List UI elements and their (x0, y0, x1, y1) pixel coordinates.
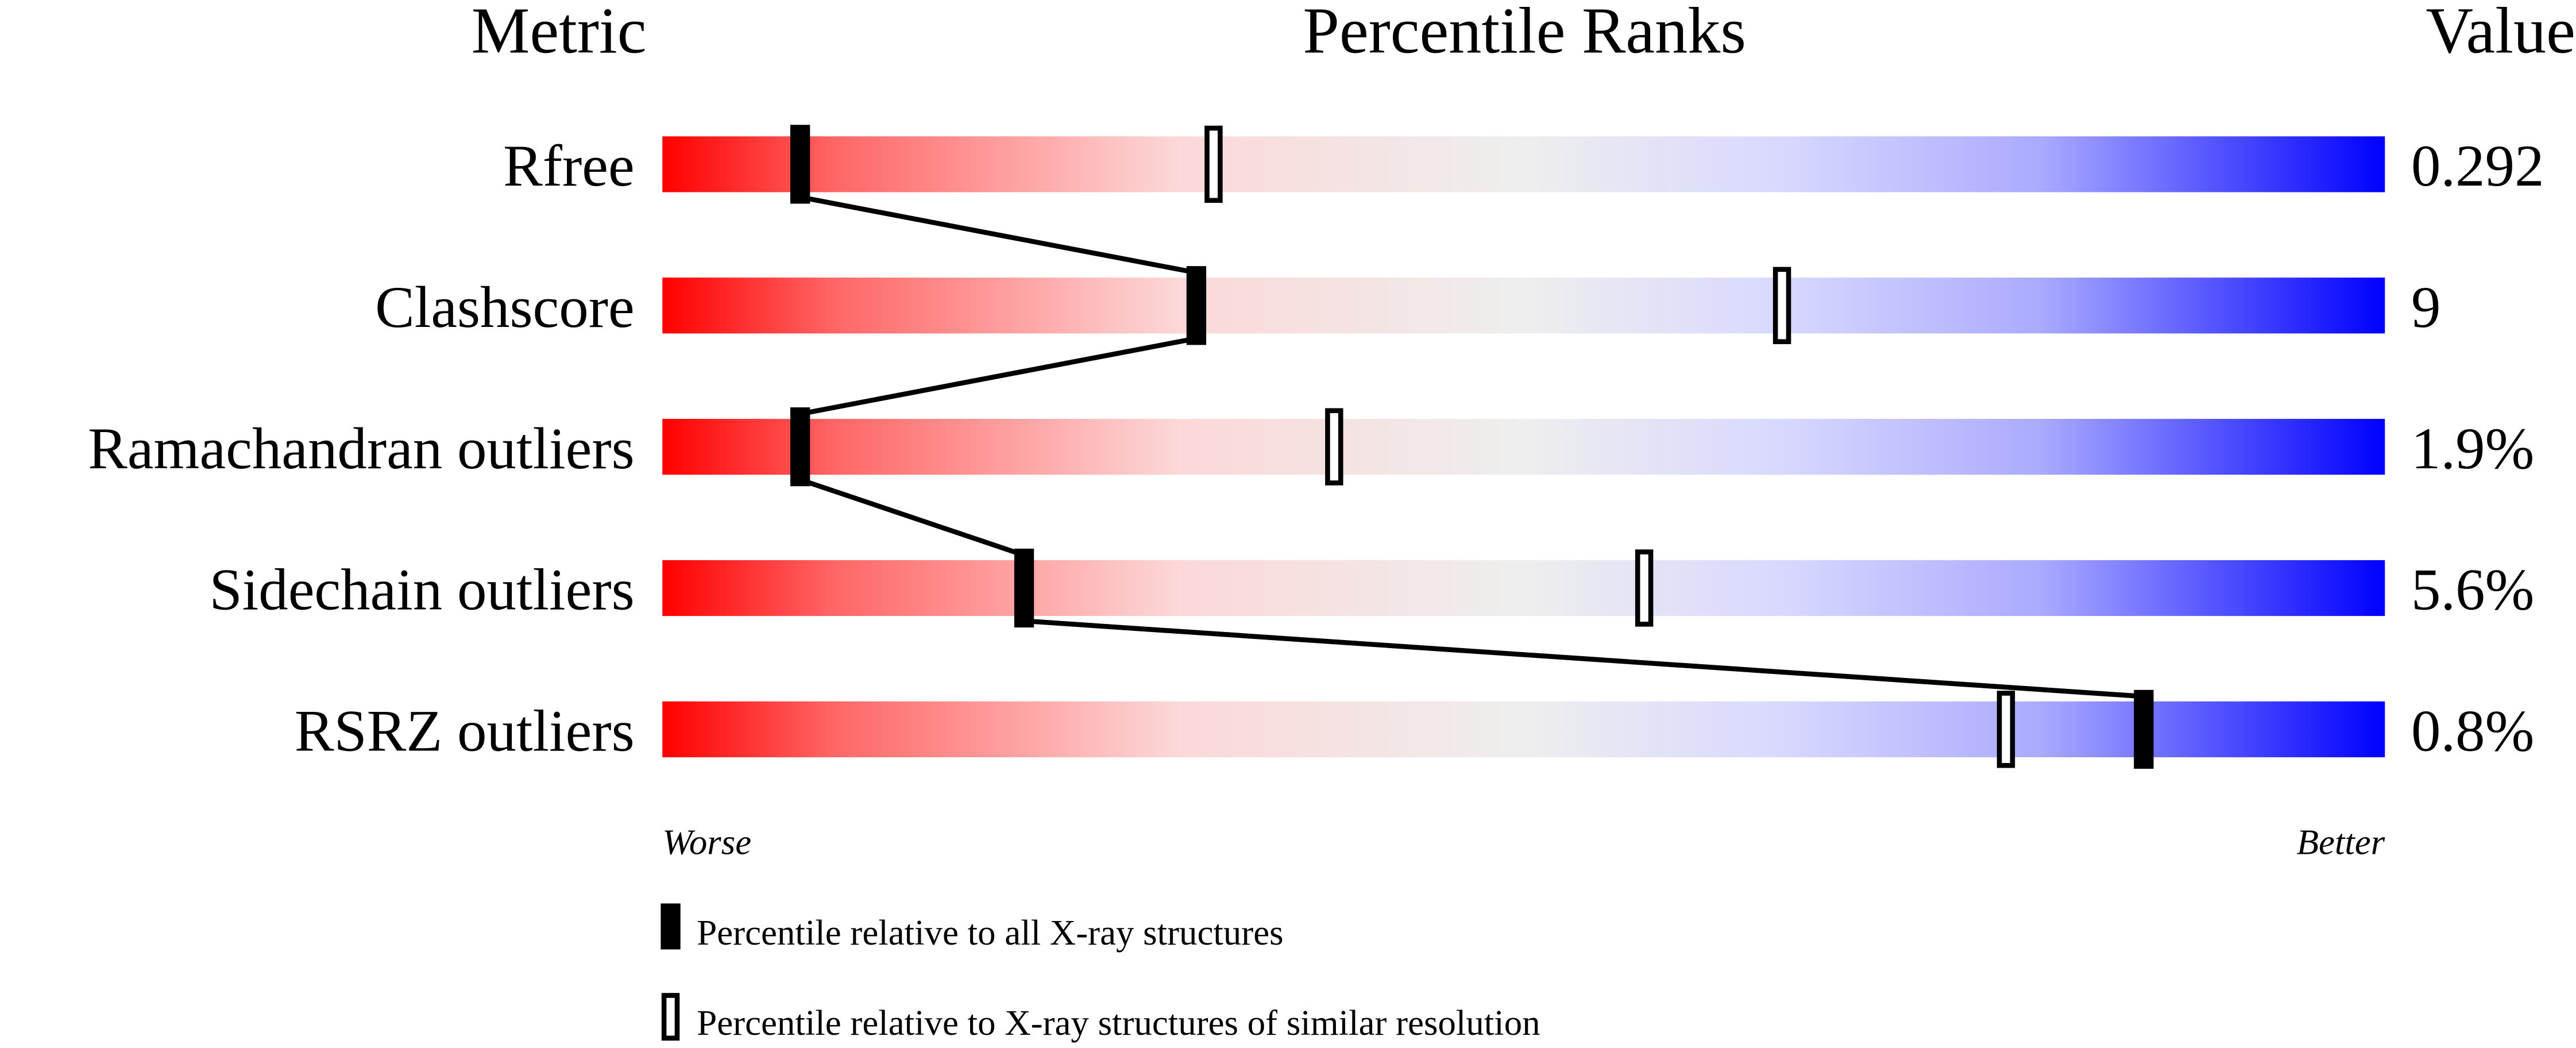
similar-resolution-marker (1772, 267, 1791, 344)
metric-value: 0.8% (2411, 699, 2534, 764)
percentile-bar (662, 560, 2385, 617)
all-structures-marker (1186, 266, 1207, 345)
similar-resolution-marker (1325, 408, 1343, 486)
all-structures-marker (2134, 689, 2154, 769)
metric-value: 1.9% (2411, 416, 2534, 481)
legend-all-marker (661, 903, 681, 950)
metric-label: Rfree (503, 133, 635, 199)
metric-label: Ramachandran outliers (88, 416, 635, 481)
legend-similar-label: Percentile relative to X-ray structures … (697, 1003, 1540, 1043)
metric-value: 0.292 (2411, 133, 2544, 199)
similar-resolution-marker (1635, 549, 1654, 627)
metric-value: 5.6% (2411, 557, 2534, 623)
percentile-bar (662, 701, 2385, 757)
header-metric: Metric (472, 0, 647, 67)
percentile-bar (662, 136, 2385, 192)
header-percentile-ranks: Percentile Ranks (1303, 0, 1746, 67)
similar-resolution-marker (1996, 691, 2015, 768)
metric-value: 9 (2411, 275, 2440, 340)
all-structures-marker (790, 407, 810, 487)
legend-similar-marker (661, 993, 680, 1041)
all-structures-marker (1014, 548, 1034, 628)
percentile-bar (662, 419, 2385, 475)
header-value: Value (2426, 0, 2575, 67)
axis-label-worse: Worse (662, 822, 751, 862)
all-structures-marker (790, 125, 810, 204)
legend-all-label: Percentile relative to all X-ray structu… (697, 912, 1283, 953)
metric-label: RSRZ outliers (295, 699, 635, 764)
similar-resolution-marker (1204, 125, 1223, 203)
metric-label: Clashscore (375, 275, 635, 340)
metric-label: Sidechain outliers (209, 557, 634, 623)
axis-label-better: Better (2297, 822, 2385, 862)
percentile-bar (662, 278, 2385, 334)
